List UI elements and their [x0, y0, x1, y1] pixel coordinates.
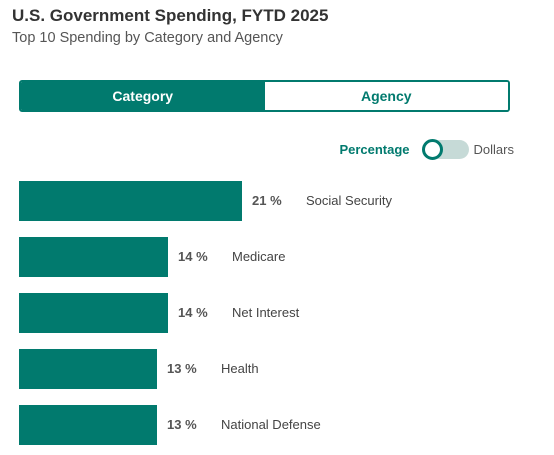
bar-category-label: Net Interest: [232, 305, 300, 320]
bar-value-label: 14 %: [178, 249, 208, 264]
bar-value-label: 13 %: [167, 361, 197, 376]
tab-agency[interactable]: Agency: [264, 82, 508, 110]
dollars-label[interactable]: Dollars: [473, 141, 514, 157]
bar[interactable]: [19, 405, 157, 445]
bar-value-label: 13 %: [167, 417, 197, 432]
page-subtitle: Top 10 Spending by Category and Agency: [12, 30, 283, 46]
bar-category-label: Health: [221, 361, 259, 376]
bar-value-label: 14 %: [178, 305, 208, 320]
toggle-knob[interactable]: [421, 138, 443, 160]
category-agency-toggle: Category Agency: [19, 80, 510, 112]
bar-value-label: 21 %: [252, 193, 282, 208]
bar-category-label: Medicare: [232, 249, 286, 264]
percentage-label[interactable]: Percentage: [339, 141, 410, 157]
bar-category-label: Social Security: [306, 193, 392, 208]
percentage-dollars-toggle[interactable]: [421, 138, 469, 160]
page-title: U.S. Government Spending, FYTD 2025: [12, 6, 329, 25]
bar[interactable]: [19, 237, 168, 277]
percentage-dollars-switch-row: Percentage Dollars: [320, 137, 514, 161]
bar[interactable]: [19, 349, 157, 389]
bar[interactable]: [19, 293, 168, 333]
bar[interactable]: [19, 181, 242, 221]
tab-category[interactable]: Category: [21, 82, 265, 110]
bar-category-label: National Defense: [221, 417, 321, 432]
